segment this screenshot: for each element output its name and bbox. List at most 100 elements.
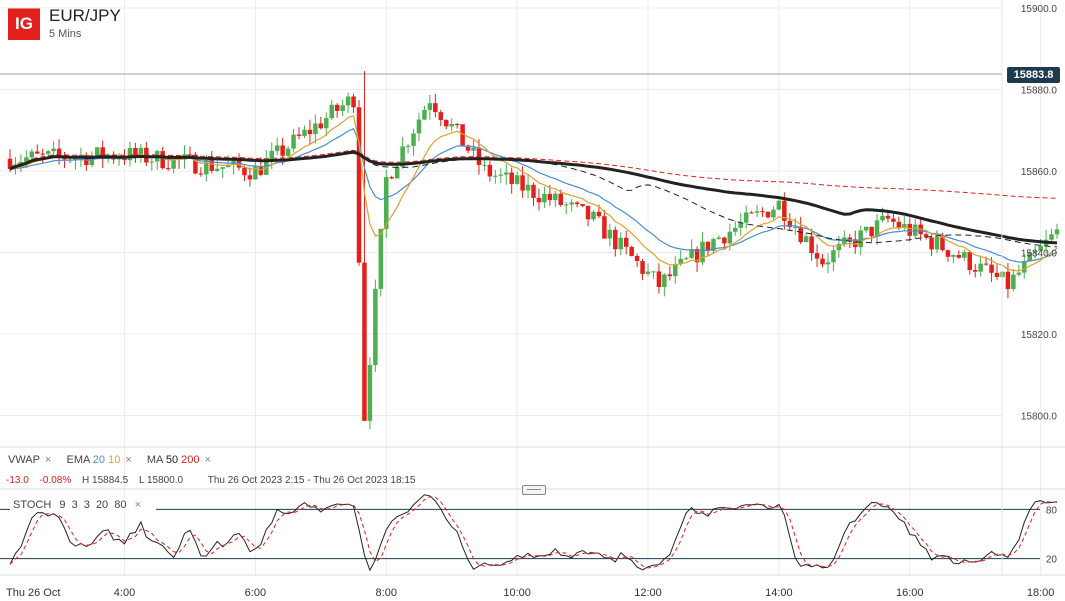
- candle-up: [776, 200, 782, 210]
- candle-up: [394, 166, 400, 179]
- candle-up: [514, 175, 520, 184]
- candle-down: [787, 220, 793, 228]
- candle-down: [656, 271, 662, 288]
- candle-down: [869, 226, 874, 237]
- candle-up: [45, 151, 51, 154]
- stoch-level-label: 20: [1046, 555, 1058, 566]
- candle-up: [274, 145, 280, 151]
- time-tick-label: 10:00: [503, 587, 531, 599]
- candle-up: [373, 288, 378, 366]
- indicator-legend: VWAP × EMA 20 10 × MA 50 200 ×: [8, 454, 223, 466]
- candle-down: [193, 154, 198, 174]
- candle-up: [1054, 229, 1060, 235]
- candle-down: [760, 211, 765, 213]
- candle-down: [613, 229, 618, 250]
- candle-up: [842, 237, 847, 244]
- candle-down: [334, 104, 340, 111]
- low-value: L 15800.0: [138, 475, 184, 486]
- candle-down: [280, 145, 285, 156]
- candle-up: [405, 145, 411, 147]
- candle-down: [574, 202, 580, 205]
- candle-up: [563, 204, 569, 206]
- price-tick-label: 15840.0: [1021, 249, 1058, 260]
- candle-up: [716, 237, 722, 240]
- candle-down: [247, 175, 253, 180]
- candle-up: [553, 193, 558, 201]
- vwap-label[interactable]: VWAP: [8, 454, 40, 466]
- candle-down: [967, 252, 972, 270]
- candle-up: [345, 96, 351, 106]
- candle-up: [542, 193, 547, 203]
- candle-up: [416, 119, 422, 134]
- candle-down: [165, 168, 171, 170]
- candle-up: [51, 148, 56, 152]
- stoch-panel: 80 20: [0, 494, 1058, 572]
- stoch-d-line: [9, 496, 1058, 569]
- panel-resize-handle[interactable]: [522, 485, 546, 495]
- candle-down: [798, 226, 803, 243]
- candle-up: [291, 134, 296, 149]
- candle-down: [634, 255, 640, 262]
- candle-up: [754, 211, 760, 213]
- candle-up: [858, 230, 863, 248]
- interval-label[interactable]: 5 Mins: [49, 28, 82, 40]
- candle-down: [580, 204, 585, 206]
- ma-label[interactable]: MA: [146, 454, 163, 466]
- candle-up: [498, 174, 504, 176]
- candle-up: [711, 239, 716, 251]
- candle-up: [253, 166, 258, 180]
- stoch-label[interactable]: STOCH: [13, 499, 52, 511]
- candle-down: [460, 124, 465, 146]
- ema-label[interactable]: EMA: [66, 454, 90, 466]
- candle-up: [738, 222, 743, 228]
- candle-up: [645, 271, 651, 274]
- candle-down: [749, 212, 754, 214]
- candle-up: [1016, 272, 1022, 275]
- candle-up: [285, 148, 291, 156]
- candle-down: [623, 237, 629, 247]
- candle-down: [847, 237, 853, 240]
- candle-up: [204, 159, 209, 175]
- candle-down: [945, 250, 951, 257]
- candle-down: [433, 103, 438, 113]
- candle-up: [803, 236, 809, 243]
- candle-up: [1038, 245, 1043, 251]
- ema-close-icon[interactable]: ×: [125, 454, 132, 466]
- vwap-close-icon[interactable]: ×: [45, 454, 52, 466]
- candle-up: [18, 161, 24, 165]
- candle-down: [444, 120, 449, 127]
- time-tick-label: 6:00: [245, 587, 266, 599]
- candle-up: [683, 258, 689, 260]
- candle-up: [378, 228, 384, 289]
- candle-down: [956, 255, 962, 258]
- candle-down: [1005, 271, 1011, 290]
- candle-up: [863, 226, 869, 231]
- candle-up: [902, 223, 907, 228]
- indicator-lines: [9, 114, 1058, 272]
- candle-down: [782, 200, 787, 221]
- candle-down: [56, 148, 62, 156]
- candle-up: [618, 237, 623, 250]
- candle-up: [411, 133, 416, 146]
- stoch-param-4: 20: [95, 499, 109, 511]
- candle-up: [127, 147, 133, 161]
- candle-up: [825, 262, 831, 265]
- candle-up: [689, 249, 694, 259]
- ma-close-icon[interactable]: ×: [204, 454, 211, 466]
- candle-down: [640, 261, 645, 274]
- ma-period-1: 50: [165, 454, 179, 466]
- high-value: H 15884.5: [82, 475, 129, 486]
- candle-up: [313, 123, 318, 135]
- candle-down: [351, 96, 356, 108]
- candle-down: [667, 274, 673, 277]
- time-tick-label: 8:00: [376, 587, 397, 599]
- candle-down: [907, 223, 913, 236]
- candle-up: [138, 147, 144, 156]
- candle-up: [727, 231, 733, 244]
- stoch-close-icon[interactable]: ×: [134, 499, 141, 511]
- candle-up: [591, 211, 596, 220]
- candle-down: [705, 241, 711, 251]
- candle-down: [209, 159, 215, 171]
